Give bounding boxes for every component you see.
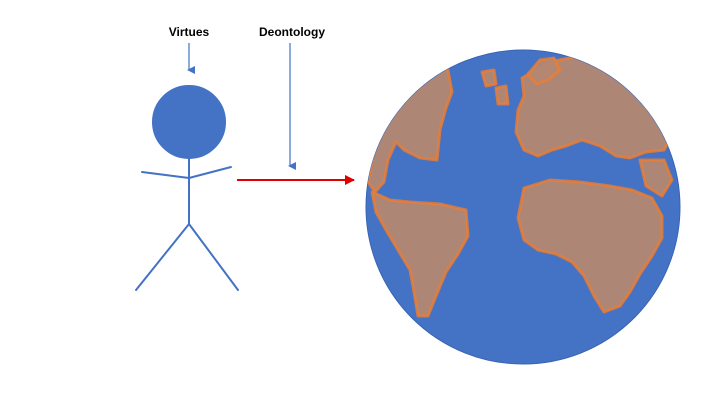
- continent-africa: [516, 178, 664, 314]
- globe-icon: [365, 49, 681, 365]
- figure-head: [152, 85, 226, 159]
- continent-arctic-islands: [480, 68, 510, 106]
- deontology-label: Deontology: [259, 25, 325, 39]
- continent-arabia: [638, 158, 674, 198]
- continent-south-america: [370, 190, 470, 318]
- figure-left-arm: [141, 171, 190, 179]
- figure-left-leg: [135, 223, 190, 291]
- stick-figure-icon: [135, 85, 239, 291]
- figure-right-leg: [188, 223, 239, 291]
- virtues-label: Virtues: [168, 25, 210, 39]
- figure-right-arm: [188, 166, 232, 179]
- continent-scandinavia: [526, 56, 562, 86]
